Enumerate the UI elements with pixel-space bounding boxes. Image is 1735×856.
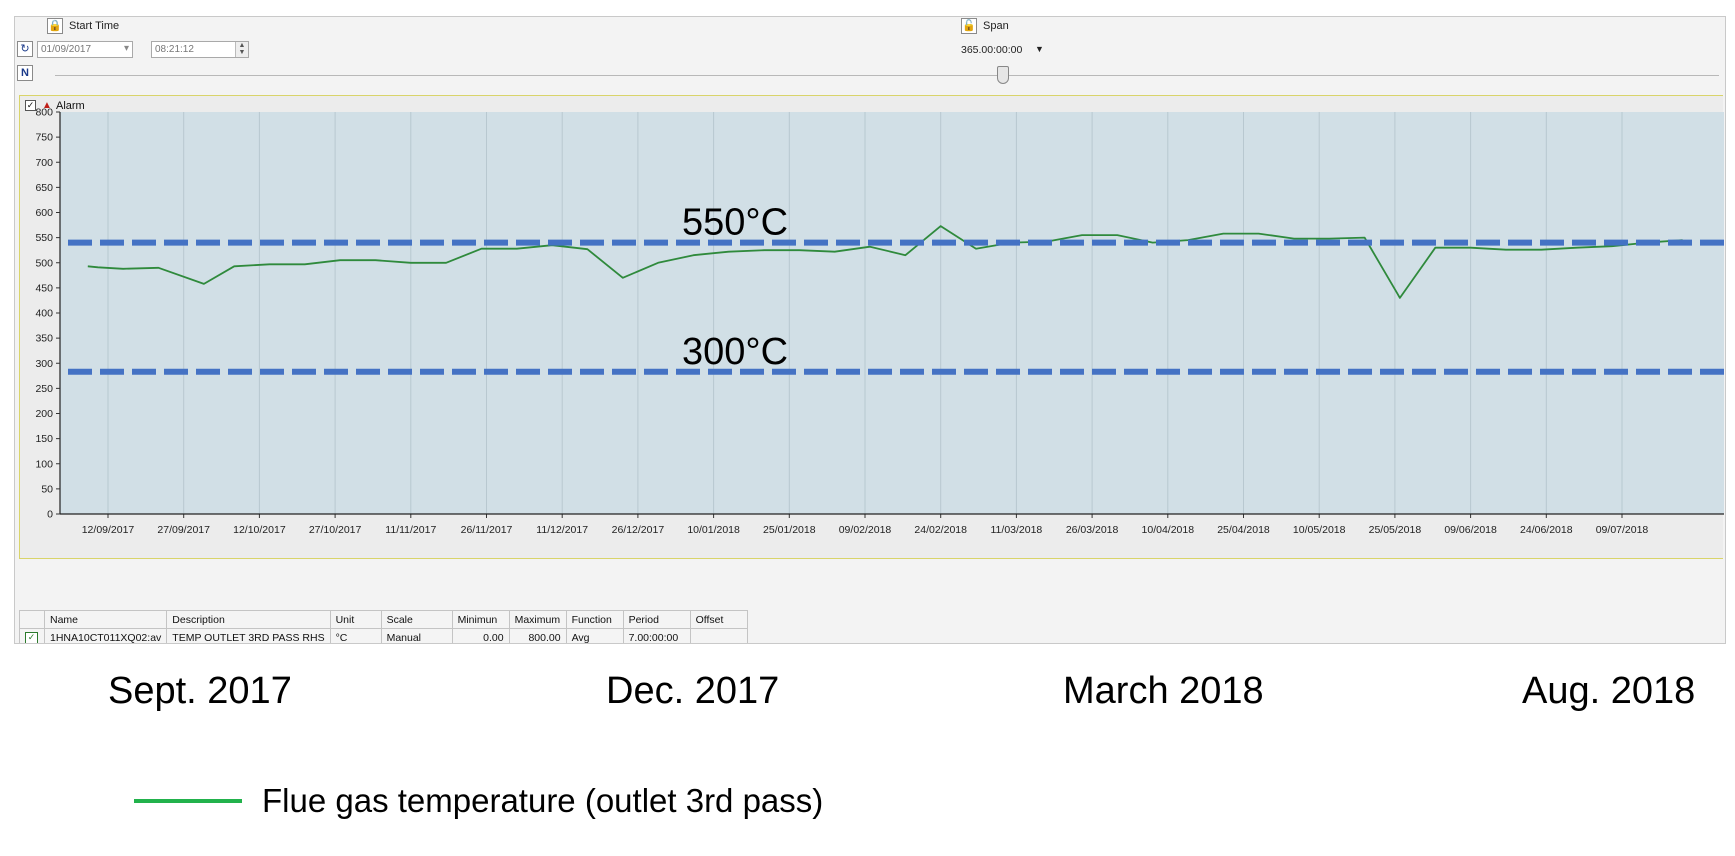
trend-viewer-screenshot: 🔒 Start Time ↻ 01/09/2017 ▾ 08:21:12 ▲ ▼ … <box>14 16 1726 644</box>
table-header[interactable]: Unit <box>329 610 382 629</box>
tag-table: Name Description Unit Scale Minimun Maxi… <box>19 610 748 643</box>
x-tick-label: 10/04/2018 <box>1142 524 1195 536</box>
start-time-label: Start Time <box>69 20 120 32</box>
cell-period: 7.00:00:00 <box>622 628 691 643</box>
x-tick-label: 09/07/2018 <box>1596 524 1649 536</box>
threshold-label-1: 300°C <box>682 331 788 373</box>
y-tick-label: 750 <box>35 132 53 144</box>
alarm-checkbox[interactable]: ✓ <box>25 100 36 111</box>
x-tick-label: 25/01/2018 <box>763 524 816 536</box>
x-tick-label: 25/05/2018 <box>1369 524 1422 536</box>
chart-frame: ✓ ▲ Alarm 12/09/2017 27/09/2017 12/10/2017… <box>19 95 1724 559</box>
y-tick-label: 550 <box>35 232 53 244</box>
x-tick-label: 12/10/2017 <box>233 524 286 536</box>
y-tick-label: 300 <box>35 358 53 370</box>
cell-scale: Manual <box>380 628 453 643</box>
legend: Flue gas temperature (outlet 3rd pass) <box>134 776 823 826</box>
cell-description: TEMP OUTLET 3RD PASS RHS <box>166 628 331 643</box>
span-dropdown-icon[interactable]: ▼ <box>1035 44 1044 54</box>
alarm-label: Alarm <box>56 100 85 112</box>
y-tick-label: 500 <box>35 257 53 269</box>
y-tick-label: 800 <box>35 107 53 119</box>
x-tick-label: 26/12/2017 <box>612 524 665 536</box>
period-label-dec-2017: Dec. 2017 <box>606 670 780 712</box>
span-select[interactable]: 365.00:00:00 <box>961 44 1023 56</box>
legend-label: Flue gas temperature (outlet 3rd pass) <box>262 782 824 819</box>
span-lock-icon[interactable]: 🔓 <box>961 18 977 34</box>
x-tick-label: 27/10/2017 <box>309 524 362 536</box>
plot-area <box>60 112 1724 514</box>
x-tick-label: 26/11/2017 <box>461 524 513 536</box>
threshold-label-0: 550°C <box>682 202 788 244</box>
y-tick-label: 200 <box>35 408 53 420</box>
x-tick-label: 24/02/2018 <box>914 524 967 536</box>
cell-function: Avg <box>565 628 624 643</box>
y-tick-label: 700 <box>35 157 53 169</box>
trend-chart: 12/09/2017 27/09/2017 12/10/2017 27/10/2017… <box>35 107 1724 536</box>
table-header[interactable]: Minimun <box>451 610 510 629</box>
alarm-icon: ▲ <box>42 100 52 111</box>
clock-spinner-icon[interactable]: ▲ ▼ <box>235 42 248 57</box>
cell-minimum: 0.00 <box>451 628 510 643</box>
y-tick-label: 150 <box>35 433 53 445</box>
refresh-icon[interactable]: ↻ <box>17 41 33 57</box>
time-slider-track[interactable] <box>55 75 1719 76</box>
lock-icon[interactable]: 🔒 <box>47 18 63 34</box>
legend-line-swatch <box>134 799 242 803</box>
y-tick-label: 600 <box>35 207 53 219</box>
table-header[interactable]: Offset <box>689 610 748 629</box>
y-tick-label: 450 <box>35 282 53 294</box>
start-date-field[interactable]: 01/09/2017 <box>37 41 133 58</box>
table-header[interactable]: Description <box>166 610 331 629</box>
y-tick-label: 350 <box>35 333 53 345</box>
y-tick-label: 400 <box>35 308 53 320</box>
y-tick-label: 50 <box>41 483 53 495</box>
calendar-dropdown-icon[interactable]: ▾ <box>124 43 130 54</box>
period-label-sept-2017: Sept. 2017 <box>108 670 292 712</box>
x-tick-label: 09/06/2018 <box>1444 524 1497 536</box>
table-header[interactable]: Scale <box>380 610 453 629</box>
table-header[interactable]: Maximum <box>508 610 567 629</box>
now-icon[interactable]: N <box>17 65 33 81</box>
series-line-flue-gas-temperature <box>87 225 1683 299</box>
start-clock-field[interactable]: 08:21:12 <box>151 41 249 58</box>
x-tick-label: 11/11/2017 <box>385 524 436 536</box>
cell-name: 1HNA10CT011XQ02:av <box>43 628 168 643</box>
period-label-march-2018: March 2018 <box>1063 670 1264 712</box>
x-tick-label: 27/09/2017 <box>157 524 210 536</box>
x-tick-label: 26/03/2018 <box>1066 524 1119 536</box>
x-tick-label: 10/05/2018 <box>1293 524 1346 536</box>
x-tick-label: 12/09/2017 <box>82 524 135 536</box>
table-row[interactable]: ✓ 1HNA10CT011XQ02:av TEMP OUTLET 3RD PAS… <box>19 628 748 643</box>
table-header[interactable]: Function <box>565 610 624 629</box>
cell-offset <box>689 628 748 643</box>
y-tick-label: 650 <box>35 182 53 194</box>
table-header[interactable]: Name <box>43 610 168 629</box>
table-header[interactable]: Period <box>622 610 691 629</box>
x-tick-label: 24/06/2018 <box>1520 524 1573 536</box>
span-label: Span <box>983 20 1009 32</box>
x-tick-label: 11/12/2017 <box>536 524 588 536</box>
period-label-aug-2018: Aug. 2018 <box>1522 670 1696 712</box>
x-tick-label: 11/03/2018 <box>991 524 1043 536</box>
row-checkbox[interactable]: ✓ <box>25 631 38 643</box>
x-tick-label: 25/04/2018 <box>1217 524 1270 536</box>
y-tick-label: 0 <box>47 509 53 521</box>
time-slider-thumb[interactable] <box>997 66 1009 84</box>
y-tick-label: 100 <box>35 458 53 470</box>
y-tick-label: 250 <box>35 383 53 395</box>
cell-unit: °C <box>329 628 382 643</box>
cell-maximum: 800.00 <box>508 628 567 643</box>
table-header-row: Name Description Unit Scale Minimun Maxi… <box>19 610 748 629</box>
table-header-check <box>19 610 45 629</box>
x-tick-label: 09/02/2018 <box>839 524 892 536</box>
x-tick-label: 10/01/2018 <box>687 524 740 536</box>
